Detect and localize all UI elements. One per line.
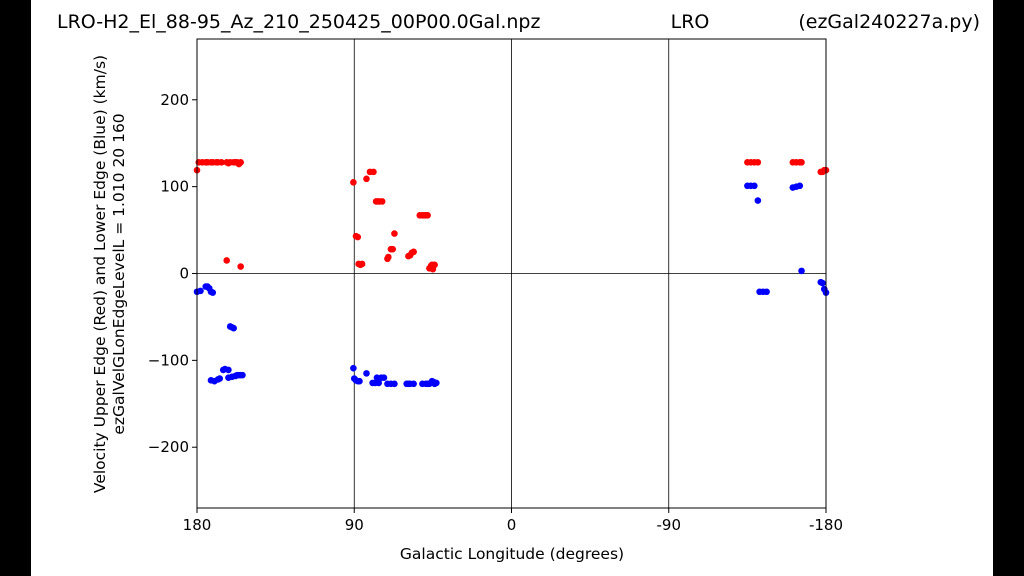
y-tick-label: 100 [160, 178, 189, 196]
red-data-point [385, 253, 392, 261]
data-points [193, 159, 830, 388]
red-data-point [389, 245, 396, 253]
red-data-point [237, 159, 244, 166]
x-tick-label: -90 [657, 516, 682, 534]
x-tick-label: 180 [183, 516, 212, 534]
red-data-point [223, 257, 231, 264]
grid-lines [197, 39, 826, 508]
red-data-point [424, 212, 431, 219]
red-data-point [363, 175, 370, 183]
red-data-point [410, 248, 417, 256]
blue-data-point [225, 366, 232, 374]
red-data-point [218, 159, 225, 166]
red-data-point [370, 168, 377, 176]
chart-title-left: LRO-H2_El_88-95_Az_210_250425_00P00.0Gal… [57, 11, 540, 33]
y-tick-label: 200 [160, 91, 189, 109]
x-tick-label: -180 [809, 516, 843, 534]
y-axis-label-line1: Velocity Upper Edge (Red) and Lower Edge… [91, 55, 109, 493]
red-data-point [350, 179, 357, 186]
blue-data-point [209, 289, 217, 296]
red-data-point [237, 263, 244, 270]
x-tick-label: 0 [507, 516, 517, 534]
blue-data-point [350, 364, 357, 372]
blue-data-point [391, 380, 398, 388]
blue-data-point [239, 371, 246, 379]
y-tick-label: −200 [148, 438, 189, 456]
y-tick-label: −100 [148, 351, 189, 369]
blue-data-point [216, 375, 224, 382]
chart-title-right: (ezGal240227a.py) [798, 11, 980, 33]
blue-data-point [356, 377, 363, 385]
blue-data-point [375, 379, 383, 387]
blue-data-point [796, 182, 804, 190]
x-axis-label: Galactic Longitude (degrees) [400, 545, 624, 563]
red-data-point [358, 260, 366, 268]
blue-data-point [751, 182, 758, 190]
blue-data-point [363, 370, 370, 377]
y-tick-label: 0 [179, 265, 189, 283]
y-axis-label-line2: ezGalVelGLonEdgeLevelL = 1.010 20 160 [110, 113, 128, 434]
x-tick-label: 90 [345, 516, 364, 534]
blue-data-point [410, 380, 417, 388]
blue-data-point [819, 279, 826, 287]
blue-data-point [230, 324, 237, 332]
blue-data-point [433, 379, 440, 387]
red-data-point [354, 233, 362, 241]
red-data-point [754, 159, 762, 166]
chart-title-center: LRO [671, 11, 710, 33]
blue-data-point [380, 374, 388, 382]
blue-data-point [763, 288, 770, 296]
red-data-point [378, 198, 386, 205]
blue-data-point [798, 267, 805, 275]
red-data-point [391, 230, 398, 237]
red-data-point [798, 159, 805, 166]
axis-ticks: 180 90 0 -90 -180 200 100 0 −100 −200 [148, 91, 843, 534]
blue-data-point [754, 197, 762, 204]
red-data-point [431, 261, 438, 269]
blue-data-point [197, 287, 204, 295]
